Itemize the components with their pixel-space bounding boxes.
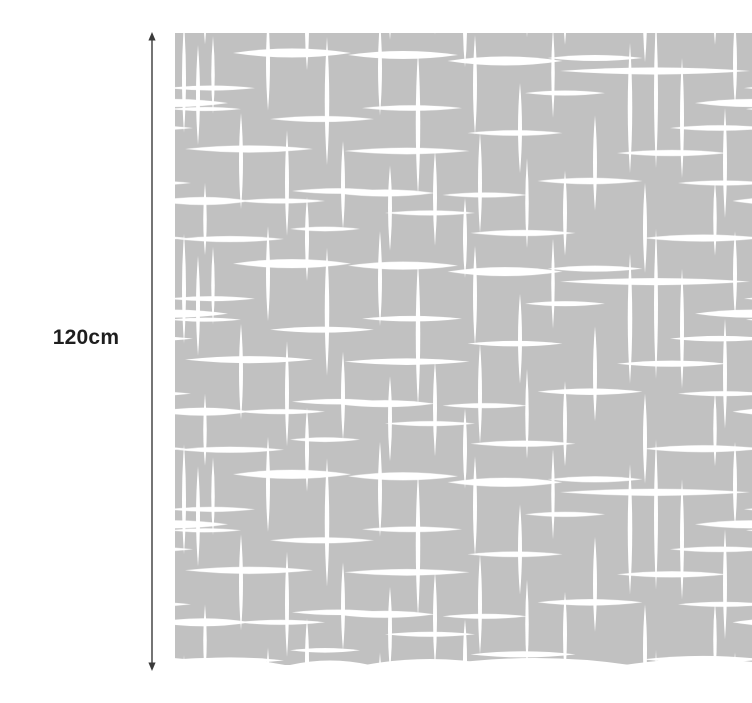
arrowhead-up-icon [148,32,156,41]
pattern-swatch [175,33,752,665]
vertical-dimension-arrow [148,32,156,671]
arrowhead-down-icon [148,662,156,671]
swatch-pattern-overlay [175,33,752,665]
height-dimension-label: 120cm [52,326,120,349]
bottom-scallop-edge [175,658,752,665]
